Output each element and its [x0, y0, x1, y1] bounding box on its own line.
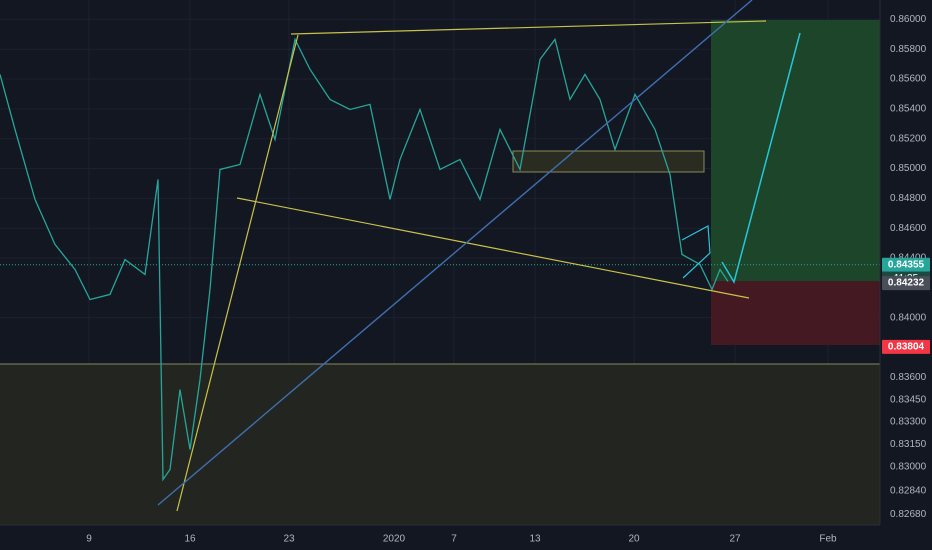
range-box [512, 150, 705, 173]
projection [721, 32, 801, 284]
y-tick-label: 0.83000 [890, 461, 927, 472]
price-label-box [882, 276, 930, 291]
x-tick-label: 20 [628, 534, 640, 545]
price-label: 0.83804 [888, 342, 925, 353]
x-tick-label: 9 [86, 534, 92, 545]
y-tick-label: 0.82680 [890, 509, 927, 520]
y-tick-label: 0.84800 [890, 193, 927, 204]
y-tick-label: 0.85200 [890, 133, 927, 144]
y-tick-label: 0.85000 [890, 163, 927, 174]
y-tick-label: 0.85400 [890, 104, 927, 115]
plot [0, 37, 880, 482]
trend-line [176, 34, 299, 512]
y-tick-label: 0.83300 [890, 417, 927, 428]
demand-zone [0, 364, 880, 525]
price-label: 0.84355 [888, 259, 925, 270]
x-tick-label: 27 [729, 534, 741, 545]
y-tick-label: 0.85800 [890, 44, 927, 55]
trend-line [157, 0, 753, 506]
x-tick-label: 23 [283, 534, 295, 545]
trend-line [290, 20, 767, 35]
price-line [0, 37, 729, 482]
flag [681, 225, 711, 279]
price-label-box [882, 339, 930, 354]
y-tick-label: 0.86000 [890, 14, 927, 25]
axes: 0.86000 0.85800 0.85600 0.85400 0.85200 0.850… [86, 14, 930, 545]
stop-zone [711, 281, 880, 345]
price-label: 0.84232 [888, 278, 925, 289]
y-tick-label: 0.84600 [890, 223, 927, 234]
y-tick-label: 0.85600 [890, 74, 927, 85]
x-tick-label: 16 [184, 534, 196, 545]
y-tick-label: 0.83150 [890, 439, 927, 450]
target-zone [711, 20, 880, 281]
y-tick-label: 0.84000 [890, 312, 927, 323]
y-tick-label: 0.83450 [890, 394, 927, 405]
x-tick-label: 7 [451, 534, 457, 545]
y-tick-label: 0.82840 [890, 485, 927, 496]
price-label-box [882, 257, 930, 272]
x-tick-label: 13 [529, 534, 541, 545]
y-tick-label: 0.83600 [890, 372, 927, 383]
x-tick-label: 2020 [383, 534, 406, 545]
trend-line [236, 197, 750, 299]
x-tick-label: Feb [819, 534, 837, 545]
